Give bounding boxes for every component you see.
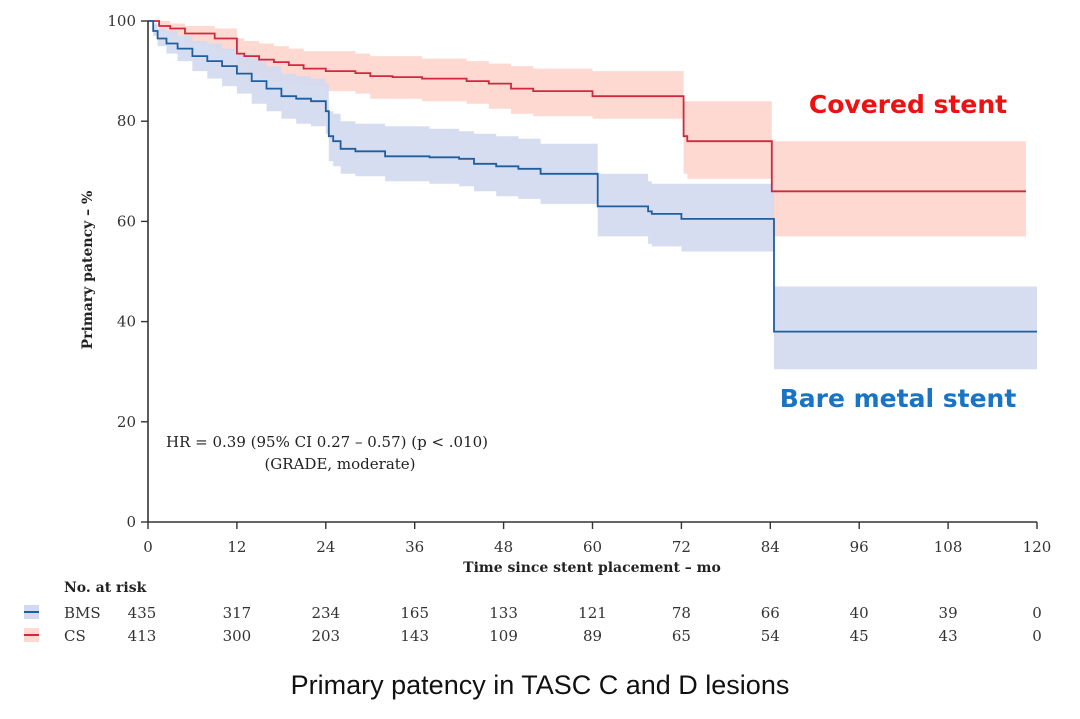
risk-value: 78 (672, 604, 691, 622)
y-tick-label: 40 (117, 313, 136, 331)
risk-value: 203 (311, 627, 340, 645)
risk-value: 39 (939, 604, 958, 622)
x-tick-label: 72 (672, 538, 691, 556)
risk-value: 435 (128, 604, 157, 622)
x-tick-label: 84 (761, 538, 780, 556)
x-tick-label: 96 (850, 538, 869, 556)
y-tick-label: 20 (117, 413, 136, 431)
risk-row-label: CS (64, 627, 86, 645)
x-tick-label: 48 (494, 538, 513, 556)
grade-annotation: (GRADE, moderate) (264, 455, 415, 473)
x-tick-label: 12 (227, 538, 246, 556)
kaplan-meier-chart: 0 20 40 60 80 100 0 12 24 36 48 60 72 84 96 108 120 Prim… (24, 12, 1051, 645)
cs-confidence-band (148, 21, 1026, 237)
y-tick-label: 60 (117, 212, 136, 230)
x-tick-label: 0 (143, 538, 153, 556)
y-tick-label: 0 (126, 513, 136, 531)
x-tick-label: 120 (1023, 538, 1052, 556)
risk-value: 234 (311, 604, 340, 622)
risk-value: 65 (672, 627, 691, 645)
risk-table-title: No. at risk (64, 580, 147, 596)
covered-stent-label: Covered stent (809, 90, 1007, 119)
y-axis-title: Primary patency – % (80, 191, 96, 350)
risk-table: No. at risk BMS 435 317 234 165 133 121 78 66 40 3… (24, 580, 1042, 645)
risk-value: 165 (400, 604, 429, 622)
risk-value: 0 (1032, 627, 1042, 645)
bms-confidence-band (148, 21, 1037, 370)
risk-value: 43 (939, 627, 958, 645)
risk-value: 133 (489, 604, 518, 622)
risk-value: 45 (850, 627, 869, 645)
risk-value: 54 (761, 627, 780, 645)
y-tick-label: 80 (117, 112, 136, 130)
risk-value: 89 (583, 627, 602, 645)
bms-survival-curve (148, 20, 1037, 333)
x-tick-label: 60 (583, 538, 602, 556)
risk-value: 317 (223, 604, 252, 622)
risk-value: 66 (761, 604, 780, 622)
x-tick-label: 24 (316, 538, 335, 556)
risk-value: 109 (489, 627, 518, 645)
risk-value: 300 (223, 627, 252, 645)
risk-value: 0 (1032, 604, 1042, 622)
risk-value: 121 (578, 604, 607, 622)
risk-value: 413 (128, 627, 157, 645)
risk-row-label: BMS (64, 604, 101, 622)
risk-value: 40 (850, 604, 869, 622)
cs-survival-curve (148, 20, 1026, 193)
ticks: 0 20 40 60 80 100 0 12 24 36 48 60 72 84 96 108 120 (107, 12, 1051, 556)
hazard-ratio-annotation: HR = 0.39 (95% CI 0.27 – 0.57) (p < .010… (166, 433, 488, 451)
x-tick-label: 36 (405, 538, 424, 556)
risk-value: 143 (400, 627, 429, 645)
y-tick-label: 100 (107, 12, 136, 30)
figure-caption: Primary patency in TASC C and D lesions (290, 670, 790, 700)
survival-curves (148, 20, 1037, 333)
bare-metal-stent-label: Bare metal stent (780, 384, 1017, 413)
confidence-bands (148, 21, 1037, 370)
x-axis-title: Time since stent placement – mo (463, 560, 721, 576)
x-tick-label: 108 (934, 538, 963, 556)
